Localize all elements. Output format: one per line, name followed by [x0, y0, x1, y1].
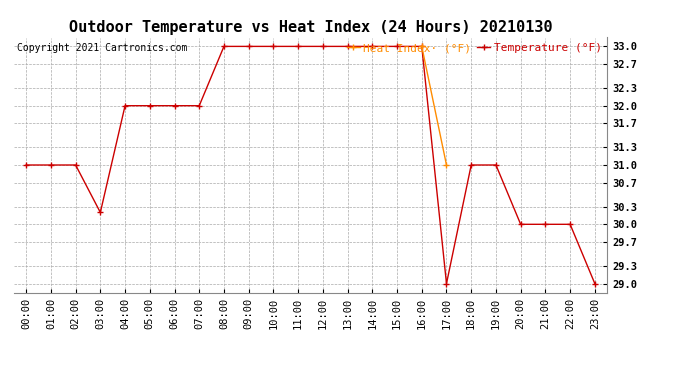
Text: Copyright 2021 Cartronics.com: Copyright 2021 Cartronics.com	[17, 43, 187, 52]
Title: Outdoor Temperature vs Heat Index (24 Hours) 20210130: Outdoor Temperature vs Heat Index (24 Ho…	[69, 20, 552, 35]
Legend: Heat Index· (°F), Temperature (°F): Heat Index· (°F), Temperature (°F)	[347, 43, 602, 53]
